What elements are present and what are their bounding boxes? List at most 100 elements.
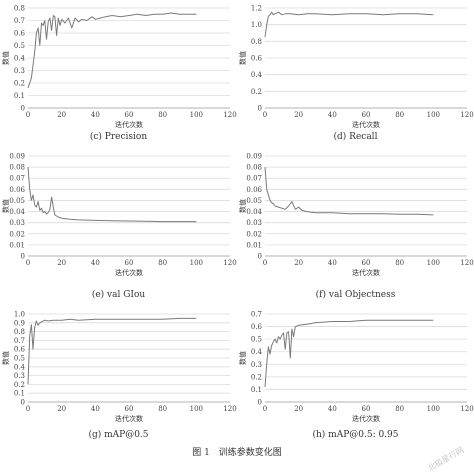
chart0-series-line: [27, 12, 197, 89]
chart1-ytick-label: 0.2: [251, 88, 262, 96]
chart1-xtick-label: 20: [294, 111, 303, 119]
chart3-ytick-label: 0.03: [246, 219, 262, 227]
chart2-series-line: [27, 167, 197, 223]
chart5-ytick-label: 0.6: [251, 323, 263, 331]
chart0-ytick-label: 0.1: [14, 92, 25, 100]
chart4-ytick-label: 0.7: [14, 337, 25, 345]
caption-precision: (c) Precision: [89, 132, 148, 142]
chart-val-giou: 0 0.01 0.02 0.03 0.04 0.05 0.06 0.07 0.08 0.09 0 20…: [1, 153, 237, 278]
chart0-ylabel: 数值: [1, 51, 10, 65]
chart0-ytick-label: 0.4: [14, 55, 26, 63]
chart4-xtick-label: 0: [26, 405, 30, 413]
chart3-xtick-label: 20: [294, 259, 303, 267]
chart5-xlabel: 迭代次数: [352, 414, 380, 423]
chart-precision: 0 0.1 0.2 0.3 0.4 0.5 0.6 0.7 0.8 0 20 40 60 80 100 120…: [1, 5, 237, 130]
caption-map-05: (g) mAP@0.5: [88, 430, 149, 440]
chart2-xtick-label: 40: [91, 259, 100, 267]
chart5-xtick-label: 80: [395, 405, 404, 413]
chart4-ytick-label: 1.0: [14, 311, 25, 319]
chart2-ytick-label: 0.03: [9, 219, 25, 227]
chart1-ylabel: 数值: [238, 51, 247, 65]
chart4-ytick-label: 0.9: [14, 319, 25, 327]
chart2-ytick-label: 0.05: [9, 197, 25, 205]
chart4-xtick-label: 100: [190, 405, 203, 413]
chart2-ytick-label: 0: [21, 253, 25, 261]
chart2-ytick-label: 0.07: [9, 175, 25, 183]
chart2-xlabel: 迭代次数: [115, 268, 143, 277]
chart2-ylabel: 数值: [1, 199, 10, 213]
chart1-xtick-label: 0: [263, 111, 267, 119]
chart5-xtick-label: 0: [263, 405, 267, 413]
chart0-ytick-label: 0.3: [14, 67, 25, 75]
chart2-ytick-label: 0.09: [9, 153, 25, 161]
chart5-ytick-label: 0.2: [251, 373, 262, 381]
chart1-ytick-label: 0.8: [251, 38, 262, 46]
chart3-xtick-label: 40: [328, 259, 337, 267]
chart2-ytick-label: 0.02: [9, 230, 25, 238]
chart2-xtick-label: 60: [125, 259, 134, 267]
chart5-xtick-label: 20: [294, 405, 303, 413]
chart3-ytick-label: 0.08: [246, 164, 262, 172]
chart-val-objectness: 0 0.01 0.02 0.03 0.04 0.05 0.06 0.07 0.08 0.09 0 20…: [238, 153, 474, 278]
chart3-xtick-label: 0: [263, 259, 267, 267]
figure-caption: 图 1 训练参数变化图: [192, 448, 282, 458]
chart4-ytick-label: 0.1: [14, 390, 25, 398]
chart2-xtick-label: 120: [223, 259, 236, 267]
chart3-xtick-label: 80: [395, 259, 404, 267]
caption-val-objectness: (f) val Objectness: [315, 290, 396, 300]
chart0-xtick-label: 0: [26, 111, 30, 119]
chart2-ytick-label: 0.04: [9, 208, 25, 216]
chart1-xtick-label: 120: [460, 111, 473, 119]
caption-val-giou: (e) val GIou: [91, 290, 146, 300]
chart4-ytick-label: 0.2: [14, 381, 25, 389]
chart2-xtick-label: 0: [26, 259, 30, 267]
chart3-xlabel: 迭代次数: [352, 268, 380, 277]
chart0-xtick-label: 100: [190, 111, 203, 119]
chart3-ytick-label: 0.09: [246, 153, 262, 161]
panel-map-05-095: 0 0.1 0.2 0.3 0.4 0.5 0.6 0.7 0 20 40 60 80 100 120 迭代次…: [237, 306, 474, 446]
chart1-ytick-label: 0.6: [251, 55, 263, 63]
chart1-xtick-label: 40: [328, 111, 337, 119]
chart1-xtick-label: 100: [427, 111, 440, 119]
chart4-xtick-label: 40: [91, 405, 100, 413]
chart0-xlabel: 迭代次数: [115, 120, 143, 129]
chart3-xtick-label: 120: [460, 259, 473, 267]
chart0-ytick-label: 0.7: [14, 17, 25, 25]
chart0-xtick-label: 20: [57, 111, 66, 119]
chart4-ytick-label: 0: [21, 399, 25, 407]
chart2-xtick-label: 80: [158, 259, 167, 267]
chart3-ytick-label: 0: [258, 253, 262, 261]
chart1-ytick-label: 0.4: [251, 71, 263, 79]
chart5-xtick-label: 40: [328, 405, 337, 413]
chart0-ytick-label: 0.6: [14, 30, 26, 38]
chart4-xtick-label: 60: [125, 405, 134, 413]
chart1-series-line: [264, 11, 434, 38]
chart4-series-line: [27, 317, 197, 385]
chart3-series-line: [264, 167, 434, 216]
chart5-series-line: [264, 319, 434, 387]
chart5-ytick-label: 0.3: [251, 361, 262, 369]
chart5-ytick-label: 0.5: [251, 336, 262, 344]
chart2-xtick-label: 20: [57, 259, 66, 267]
chart4-ytick-label: 0.6: [14, 346, 26, 354]
chart5-ytick-label: 0: [258, 399, 262, 407]
figure: 0 0.1 0.2 0.3 0.4 0.5 0.6 0.7 0.8 0 20 40 60 80 100 120…: [0, 5, 474, 474]
chart4-ytick-label: 0.4: [14, 363, 26, 371]
chart5-ytick-label: 0.4: [251, 348, 263, 356]
chart2-ytick-label: 0.06: [9, 186, 25, 194]
chart0-ytick-label: 0.2: [14, 80, 25, 88]
chart3-ytick-label: 0.05: [246, 197, 262, 205]
chart4-xtick-label: 120: [223, 405, 236, 413]
chart0-ytick-label: 0: [21, 105, 25, 113]
chart0-xtick-label: 60: [125, 111, 134, 119]
chart4-xlabel: 迭代次数: [115, 414, 143, 423]
chart-map-05-095: 0 0.1 0.2 0.3 0.4 0.5 0.6 0.7 0 20 40 60 80 100 120 迭代次…: [238, 311, 474, 424]
chart1-ytick-label: 1.2: [251, 5, 262, 13]
panel-val-giou: 0 0.01 0.02 0.03 0.04 0.05 0.06 0.07 0.08 0.09 0 20…: [0, 148, 237, 301]
chart5-xtick-label: 60: [362, 405, 371, 413]
chart4-ytick-label: 0.8: [14, 328, 25, 336]
chart4-ytick-label: 0.3: [14, 372, 25, 380]
chart0-ytick-label: 0.8: [14, 5, 25, 13]
chart3-ytick-label: 0.06: [246, 186, 262, 194]
chart3-xtick-label: 100: [427, 259, 440, 267]
